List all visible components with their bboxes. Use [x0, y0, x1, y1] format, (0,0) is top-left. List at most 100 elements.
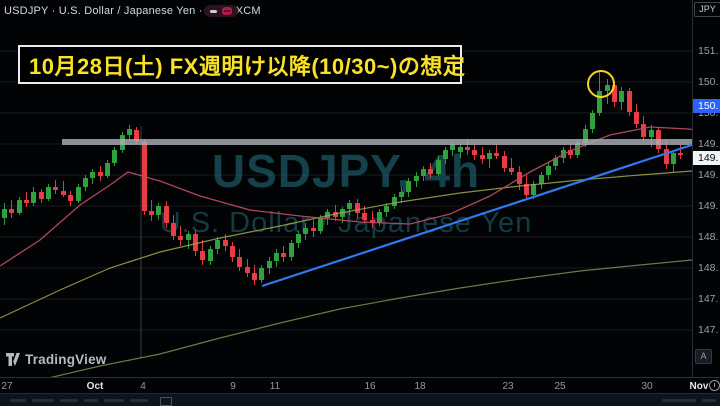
candle-body [531, 184, 537, 195]
candle-body [472, 150, 478, 156]
candle-body [259, 268, 265, 281]
candle-body [288, 243, 294, 257]
candle-body [494, 153, 500, 157]
candle-wick [187, 230, 189, 250]
bottom-bar-decor [104, 399, 124, 402]
candle-body [435, 159, 441, 174]
candle-body [582, 128, 588, 143]
candle-body [60, 190, 66, 195]
candle-body [193, 233, 199, 251]
bottom-bar-decor [32, 399, 54, 402]
pink-ma-line [0, 126, 713, 267]
candle-wick [496, 145, 498, 160]
candle-body [362, 213, 368, 220]
bottom-bar-decor [662, 399, 696, 402]
candle-wick [62, 181, 64, 197]
candle-body [670, 153, 676, 164]
candle-body [391, 196, 397, 206]
candle-wick [511, 157, 513, 175]
candle-body [171, 223, 176, 236]
candle-body [163, 206, 169, 224]
time-axis-label: Oct [86, 381, 104, 392]
candle-body [634, 111, 640, 125]
candle-body [266, 260, 272, 268]
bottom-bar-decor [10, 399, 26, 402]
timezone-clock-icon[interactable] [709, 380, 720, 391]
resistance-line-annotation [62, 139, 692, 145]
candle-body [648, 130, 654, 137]
calendar-icon[interactable] [160, 397, 172, 406]
auto-scale-button[interactable]: A [695, 349, 712, 364]
candle-wick [371, 211, 373, 228]
candle-body [553, 157, 559, 166]
price-axis-label: 149. [698, 169, 719, 181]
candle-body [207, 249, 213, 261]
time-axis-label: 30 [641, 381, 653, 392]
candle-wick [680, 145, 682, 160]
candle-body [185, 233, 191, 241]
candle-body [376, 212, 382, 224]
candle-body [251, 273, 257, 281]
current-price-tag: 149. [693, 151, 720, 165]
time-axis-label: 4 [140, 381, 146, 392]
price-axis-label: 147. [698, 324, 719, 336]
candle-body [281, 252, 287, 257]
bottom-bar-decor [702, 399, 716, 402]
candle-body [215, 240, 221, 250]
candle-body [428, 168, 434, 174]
bottom-bar-decor [84, 399, 98, 402]
candle-body [465, 146, 470, 151]
candle-body [244, 266, 250, 273]
candle-body [567, 150, 573, 156]
candle-body [369, 219, 375, 224]
candle-body [384, 206, 390, 213]
time-axis-label: 9 [230, 381, 236, 392]
candle-body [626, 91, 632, 112]
tradingview-logo[interactable]: TradingView [6, 352, 106, 367]
tradingview-logo-text: TradingView [25, 352, 107, 367]
candle-body [229, 246, 235, 257]
candle-body [545, 165, 551, 175]
candle-body [354, 202, 360, 214]
annotation-banner[interactable]: 10月28日(土) FX週明け以降(10/30~)の想定 [18, 45, 466, 84]
price-axis-label: 147. [698, 293, 719, 305]
bottom-bar-decor [60, 399, 78, 402]
trendline-annotation [261, 140, 702, 288]
candle-body [420, 168, 426, 177]
price-axis[interactable]: JPY 151. 150. 150. 149. 149. 149. 148. 148. 147.… [692, 0, 720, 393]
candle-body [303, 227, 309, 234]
time-axis-label: Nov [689, 381, 709, 392]
candle-body [501, 156, 507, 168]
candle-wick [151, 199, 152, 222]
candle-wick [606, 78, 608, 104]
candle-body [16, 199, 22, 214]
candle-body [575, 142, 581, 156]
candle-body [178, 235, 184, 241]
candle-body [296, 233, 301, 244]
candle-body [126, 128, 132, 135]
time-axis[interactable]: 27 Oct 4 9 11 16 18 23 25 30 Nov [0, 377, 720, 393]
candle-body [134, 130, 140, 141]
market-closed-icon [222, 7, 233, 15]
candle-body [641, 124, 647, 137]
currency-unit-button[interactable]: JPY [694, 2, 720, 17]
candle-body [450, 144, 456, 151]
candle-body [149, 211, 154, 216]
time-axis-label: 16 [364, 381, 376, 392]
bottom-toolbar-strip [0, 393, 720, 406]
tradingview-logo-icon [6, 353, 20, 366]
annotation-banner-text: 10月28日(土) FX週明け以降(10/30~)の想定 [29, 53, 466, 79]
candle-body [75, 187, 81, 201]
candle-body [443, 150, 448, 160]
market-status-icon[interactable] [204, 5, 238, 17]
candle-body [619, 91, 625, 102]
candle-body [487, 153, 493, 160]
candle-body [90, 171, 96, 179]
candle-body [457, 146, 463, 152]
candle-wick [55, 180, 57, 194]
candle-body [332, 212, 338, 218]
drawings-layer [0, 70, 713, 377]
candle-body [53, 187, 59, 191]
symbol-title[interactable]: USDJPY · U.S. Dollar / Japanese Yen · 4h… [4, 5, 261, 17]
time-axis-label: 27 [1, 381, 13, 392]
